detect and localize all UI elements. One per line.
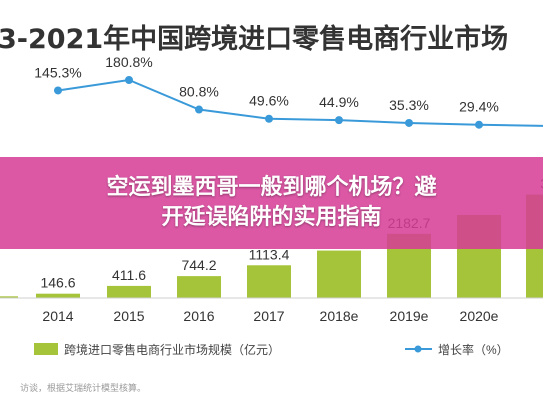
growth-label-2016: 80.8% <box>179 84 219 100</box>
growth-point-2014 <box>54 86 62 95</box>
growth-label-2015: 180.8% <box>105 54 152 70</box>
x-tick-labels: 320142015201620172018e2019e2020e2 <box>0 308 499 324</box>
bar-value-label-2014: 146.6 <box>40 275 75 291</box>
x-tick-label-2020e: 2020e <box>460 308 499 324</box>
growth-point-2017 <box>265 114 273 123</box>
banner-line-2: 开延误陷阱的实用指南 <box>161 205 382 230</box>
legend-bar-swatch <box>34 343 58 355</box>
overlay-banner[interactable]: 空运到墨西哥一般到哪个机场？避 开延误陷阱的实用指南 <box>0 157 543 249</box>
banner-headline[interactable]: 空运到墨西哥一般到哪个机场？避 开延误陷阱的实用指南 <box>42 173 502 233</box>
growth-label-2014: 145.3% <box>34 64 81 80</box>
growth-point-2018e <box>335 116 343 125</box>
legend-line-marker <box>414 345 422 353</box>
bar-2014 <box>36 293 80 298</box>
bar-value-label-2017: 1113.4 <box>249 246 290 262</box>
growth-label-2018e: 44.9% <box>319 94 359 110</box>
chart-title: 3-2021年中国跨境进口零售电商行业市场 <box>0 23 508 55</box>
growth-rate-line <box>57 78 543 127</box>
growth-point-2019e <box>405 118 413 127</box>
legend-bar-label: 跨境进口零售电商行业市场规模（亿元） <box>64 342 280 357</box>
legend-line-label: 增长率（%） <box>438 342 509 357</box>
bar-2015 <box>107 285 151 298</box>
x-tick-label-2019e: 2019e <box>390 308 429 324</box>
growth-point-2016 <box>195 105 203 114</box>
bar-3 <box>0 296 18 298</box>
bar-2017 <box>247 265 291 298</box>
bar-2018e <box>317 250 361 298</box>
x-tick-label-2017: 2017 <box>253 308 284 324</box>
bar-2016 <box>177 276 221 298</box>
x-tick-label-2015: 2015 <box>113 308 144 324</box>
growth-point-2020e <box>475 120 483 129</box>
line-layer: 145.3%180.8%80.8%49.6%44.9%35.3%29.4%2 <box>34 54 543 129</box>
legend: 跨境进口零售电商行业市场规模（亿元） 增长率（%） <box>34 342 509 357</box>
x-tick-label-2018e: 2018e <box>320 308 359 324</box>
x-tick-label-2014: 2014 <box>42 308 73 324</box>
bar-value-label-2015: 411.6 <box>112 267 146 283</box>
banner-line-1: 空运到墨西哥一般到哪个机场？避 <box>106 175 437 200</box>
bar-value-label-2016: 744.2 <box>181 257 216 273</box>
growth-point-2015 <box>125 76 133 84</box>
growth-label-2017: 49.6% <box>249 93 289 109</box>
x-tick-label-2016: 2016 <box>183 308 214 324</box>
source-note: 访谈，根据艾瑞统计模型核算。 <box>20 383 147 393</box>
growth-label-2020e: 29.4% <box>459 99 499 115</box>
growth-label-2019e: 35.3% <box>389 97 429 113</box>
